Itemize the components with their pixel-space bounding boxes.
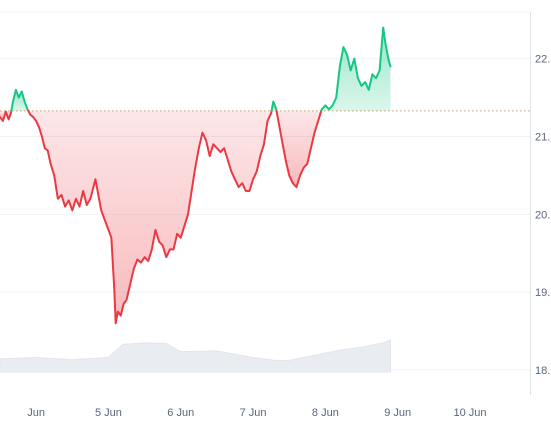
- x-tick-label: 6 Jun: [167, 407, 194, 419]
- x-tick-label: 7 Jun: [240, 407, 267, 419]
- volume-area: [0, 339, 391, 373]
- x-tick-label: 9 Jun: [384, 407, 411, 419]
- price-line-below[interactable]: [0, 109, 13, 122]
- x-tick-label: 5 Jun: [95, 407, 122, 419]
- price-line-below[interactable]: [275, 109, 323, 189]
- y-tick-label: 21.: [535, 132, 550, 144]
- y-tick-label: 19.: [535, 287, 550, 299]
- y-tick-label: 20.: [535, 209, 550, 221]
- y-axis-labels: 22. 21. 20. 19. 18.: [535, 54, 550, 377]
- x-tick-label: 8 Jun: [312, 407, 339, 419]
- x-tick-label: 10 Jun: [453, 407, 486, 419]
- y-tick-label: 18.: [535, 365, 550, 377]
- price-line-below[interactable]: [27, 109, 273, 325]
- x-tick-label: Jun: [27, 407, 45, 419]
- volume-shape: [0, 339, 391, 373]
- y-tick-label: 22.: [535, 54, 550, 66]
- price-lines[interactable]: [0, 26, 392, 325]
- x-axis-labels: Jun 5 Jun 6 Jun 7 Jun 8 Jun 9 Jun 10 Jun: [27, 407, 486, 419]
- price-fill-areas: [0, 27, 391, 324]
- price-line-above[interactable]: [10, 88, 30, 112]
- area-below-baseline: [28, 110, 272, 324]
- price-line-above[interactable]: [320, 26, 392, 112]
